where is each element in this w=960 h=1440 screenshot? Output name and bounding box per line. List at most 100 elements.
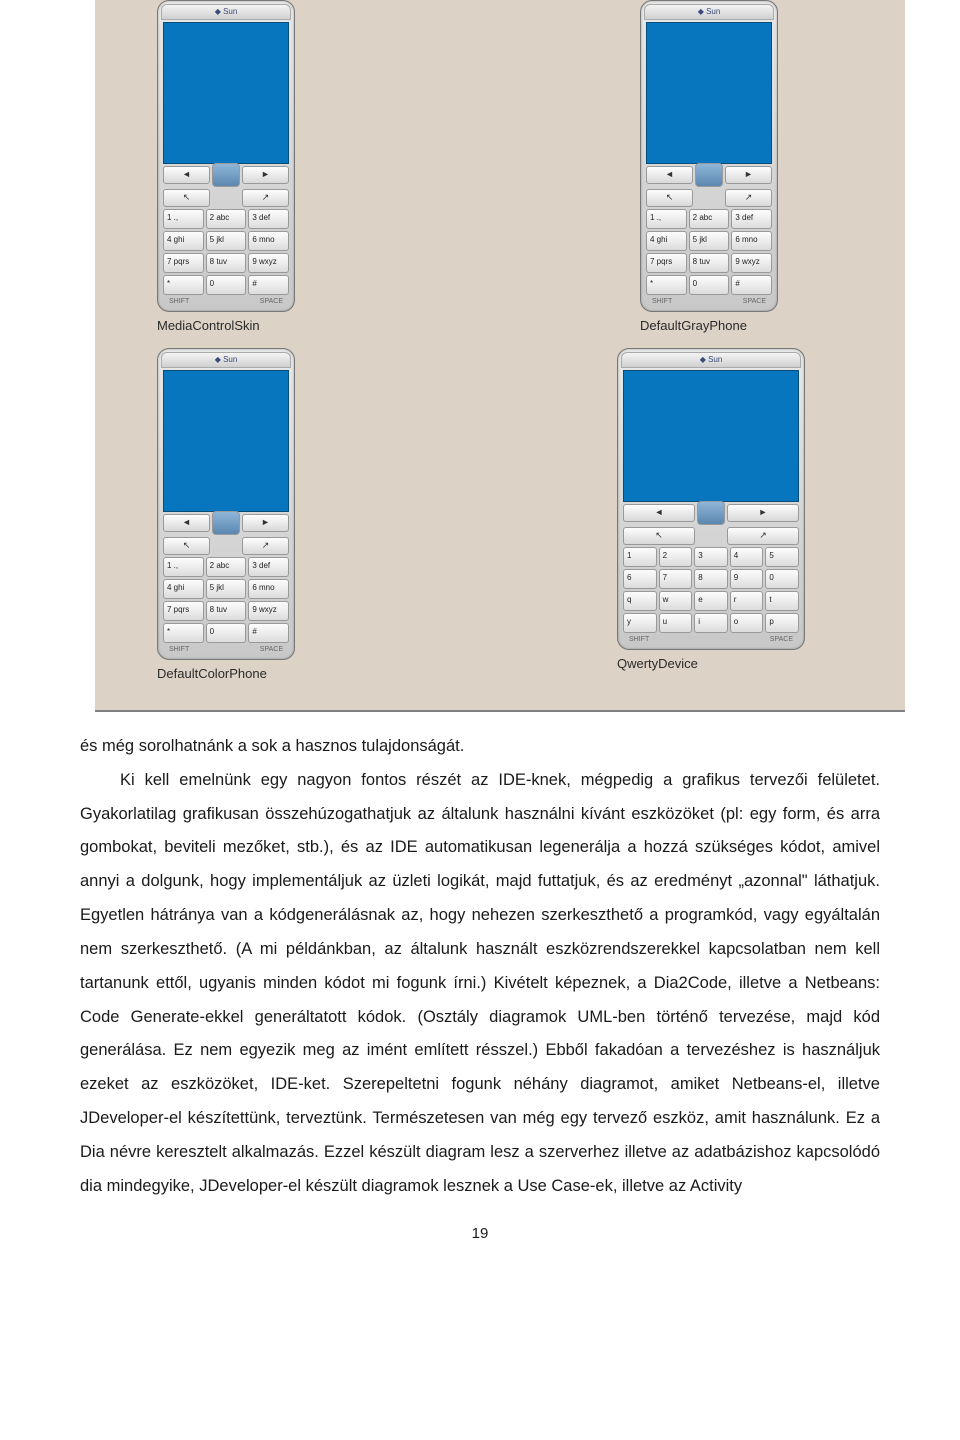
nav-pad-icon (212, 163, 240, 187)
key: q (623, 591, 657, 611)
key: 3 def (248, 557, 289, 577)
phone-emulator-figure: ◆ Sun◄►↖↗1 .,2 abc3 def4 ghi5 jkl6 mno7 … (95, 0, 905, 712)
key: 4 ghi (163, 231, 204, 251)
phone-body: ◆ Sun◄►↖↗1 .,2 abc3 def4 ghi5 jkl6 mno7 … (157, 0, 295, 312)
key: 5 jkl (689, 231, 730, 251)
phone-footer: SHIFT SPACE (161, 645, 291, 656)
call-row: ↖↗ (646, 189, 772, 207)
footer-right: SPACE (770, 636, 793, 643)
phone-body: ◆ Sun◄►↖↗1 .,2 abc3 def4 ghi5 jkl6 mno7 … (157, 348, 295, 660)
key: 7 (659, 569, 693, 589)
key: p (765, 613, 799, 633)
key: * (646, 275, 687, 295)
phone-footer: SHIFT SPACE (161, 297, 291, 308)
key: 6 mno (248, 231, 289, 251)
call-row: ↖↗ (623, 527, 799, 545)
key: 3 def (248, 209, 289, 229)
key: # (248, 275, 289, 295)
footer-left: SHIFT (652, 298, 672, 305)
key: 4 (730, 547, 764, 567)
key: 6 mno (731, 231, 772, 251)
key: 8 tuv (689, 253, 730, 273)
paragraph-2: Ki kell emelnünk egy nagyon fontos részé… (80, 764, 880, 1204)
key: 2 abc (206, 209, 247, 229)
softkey-icon: ◄ (163, 166, 210, 184)
keypad: 1 .,2 abc3 def 4 ghi5 jkl6 mno 7 pqrs8 tuv… (163, 209, 289, 295)
call-key-icon: ↖ (163, 189, 210, 207)
phone-grid: ◆ Sun◄►↖↗1 .,2 abc3 def4 ghi5 jkl6 mno7 … (95, 0, 905, 710)
key: 5 (765, 547, 799, 567)
key: e (694, 591, 728, 611)
softkey-icon: ◄ (163, 514, 210, 532)
softkey-icon: ► (242, 514, 289, 532)
nav-pad-icon (212, 511, 240, 535)
softkey-row: ◄► (623, 504, 799, 525)
phone-footer: SHIFT SPACE (621, 635, 801, 646)
key: 1 (623, 547, 657, 567)
key: * (163, 275, 204, 295)
key: r (730, 591, 764, 611)
phone-mediacontrolskin: ◆ Sun◄►↖↗1 .,2 abc3 def4 ghi5 jkl6 mno7 … (157, 0, 295, 333)
phone-screen (163, 22, 289, 164)
phone-label: QwertyDevice (617, 656, 805, 671)
key: 1 ., (163, 557, 204, 577)
phone-body: ◆ Sun◄►↖↗1 .,2 abc3 def4 ghi5 jkl6 mno7 … (640, 0, 778, 312)
phone-label: MediaControlSkin (157, 318, 295, 333)
keypad: 1 .,2 abc3 def4 ghi5 jkl6 mno7 pqrs8 tuv… (163, 557, 289, 643)
nav-pad-icon (697, 501, 725, 525)
key: 0 (206, 275, 247, 295)
phone-screen (646, 22, 772, 164)
key: i (694, 613, 728, 633)
key: 5 jkl (206, 579, 247, 599)
key: 5 jkl (206, 231, 247, 251)
key: * (163, 623, 204, 643)
key: 7 pqrs (163, 253, 204, 273)
phone-defaultcolorphone: ◆ Sun◄►↖↗1 .,2 abc3 def4 ghi5 jkl6 mno7 … (157, 348, 295, 681)
call-key-icon: ↖ (163, 537, 210, 555)
key: # (248, 623, 289, 643)
phone-logo-bar: ◆ Sun (161, 352, 291, 368)
key: t (765, 591, 799, 611)
key: 7 pqrs (646, 253, 687, 273)
phone-screen (623, 370, 799, 502)
softkey-row: ◄► (163, 166, 289, 187)
call-key-icon: ↗ (725, 189, 772, 207)
softkey-icon: ► (725, 166, 772, 184)
key: 2 abc (689, 209, 730, 229)
key: 2 (659, 547, 693, 567)
footer-right: SPACE (743, 298, 766, 305)
call-row: ↖↗ (163, 537, 289, 555)
key: 9 (730, 569, 764, 589)
key: 9 wxyz (248, 253, 289, 273)
softkey-row: ◄► (646, 166, 772, 187)
footer-left: SHIFT (169, 646, 189, 653)
footer-right: SPACE (260, 646, 283, 653)
key: 0 (689, 275, 730, 295)
key: o (730, 613, 764, 633)
footer-right: SPACE (260, 298, 283, 305)
phone-defaultgrayphone: ◆ Sun◄►↖↗1 .,2 abc3 def4 ghi5 jkl6 mno7 … (640, 0, 778, 333)
key: u (659, 613, 693, 633)
phone-qwertydevice: ◆ Sun◄►↖↗1234567890qwertyuiopSHIFTSPACEQ… (617, 348, 805, 671)
footer-left: SHIFT (169, 298, 189, 305)
key: # (731, 275, 772, 295)
call-key-icon: ↗ (242, 537, 289, 555)
phone-label: DefaultColorPhone (157, 666, 295, 681)
key: 1 ., (646, 209, 687, 229)
phone-label: DefaultGrayPhone (640, 318, 778, 333)
footer-left: SHIFT (629, 636, 649, 643)
key: 3 (694, 547, 728, 567)
nav-pad-icon (695, 163, 723, 187)
phone-logo-bar: ◆ Sun (621, 352, 801, 368)
key: 3 def (731, 209, 772, 229)
key: 6 (623, 569, 657, 589)
key: 8 tuv (206, 253, 247, 273)
softkey-row: ◄► (163, 514, 289, 535)
paragraph-1: és még sorolhatnánk a sok a hasznos tula… (80, 730, 880, 764)
call-key-icon: ↖ (646, 189, 693, 207)
key: 0 (206, 623, 247, 643)
softkey-icon: ► (727, 504, 799, 522)
key: 4 ghi (163, 579, 204, 599)
softkey-icon: ◄ (646, 166, 693, 184)
key: 1 ., (163, 209, 204, 229)
